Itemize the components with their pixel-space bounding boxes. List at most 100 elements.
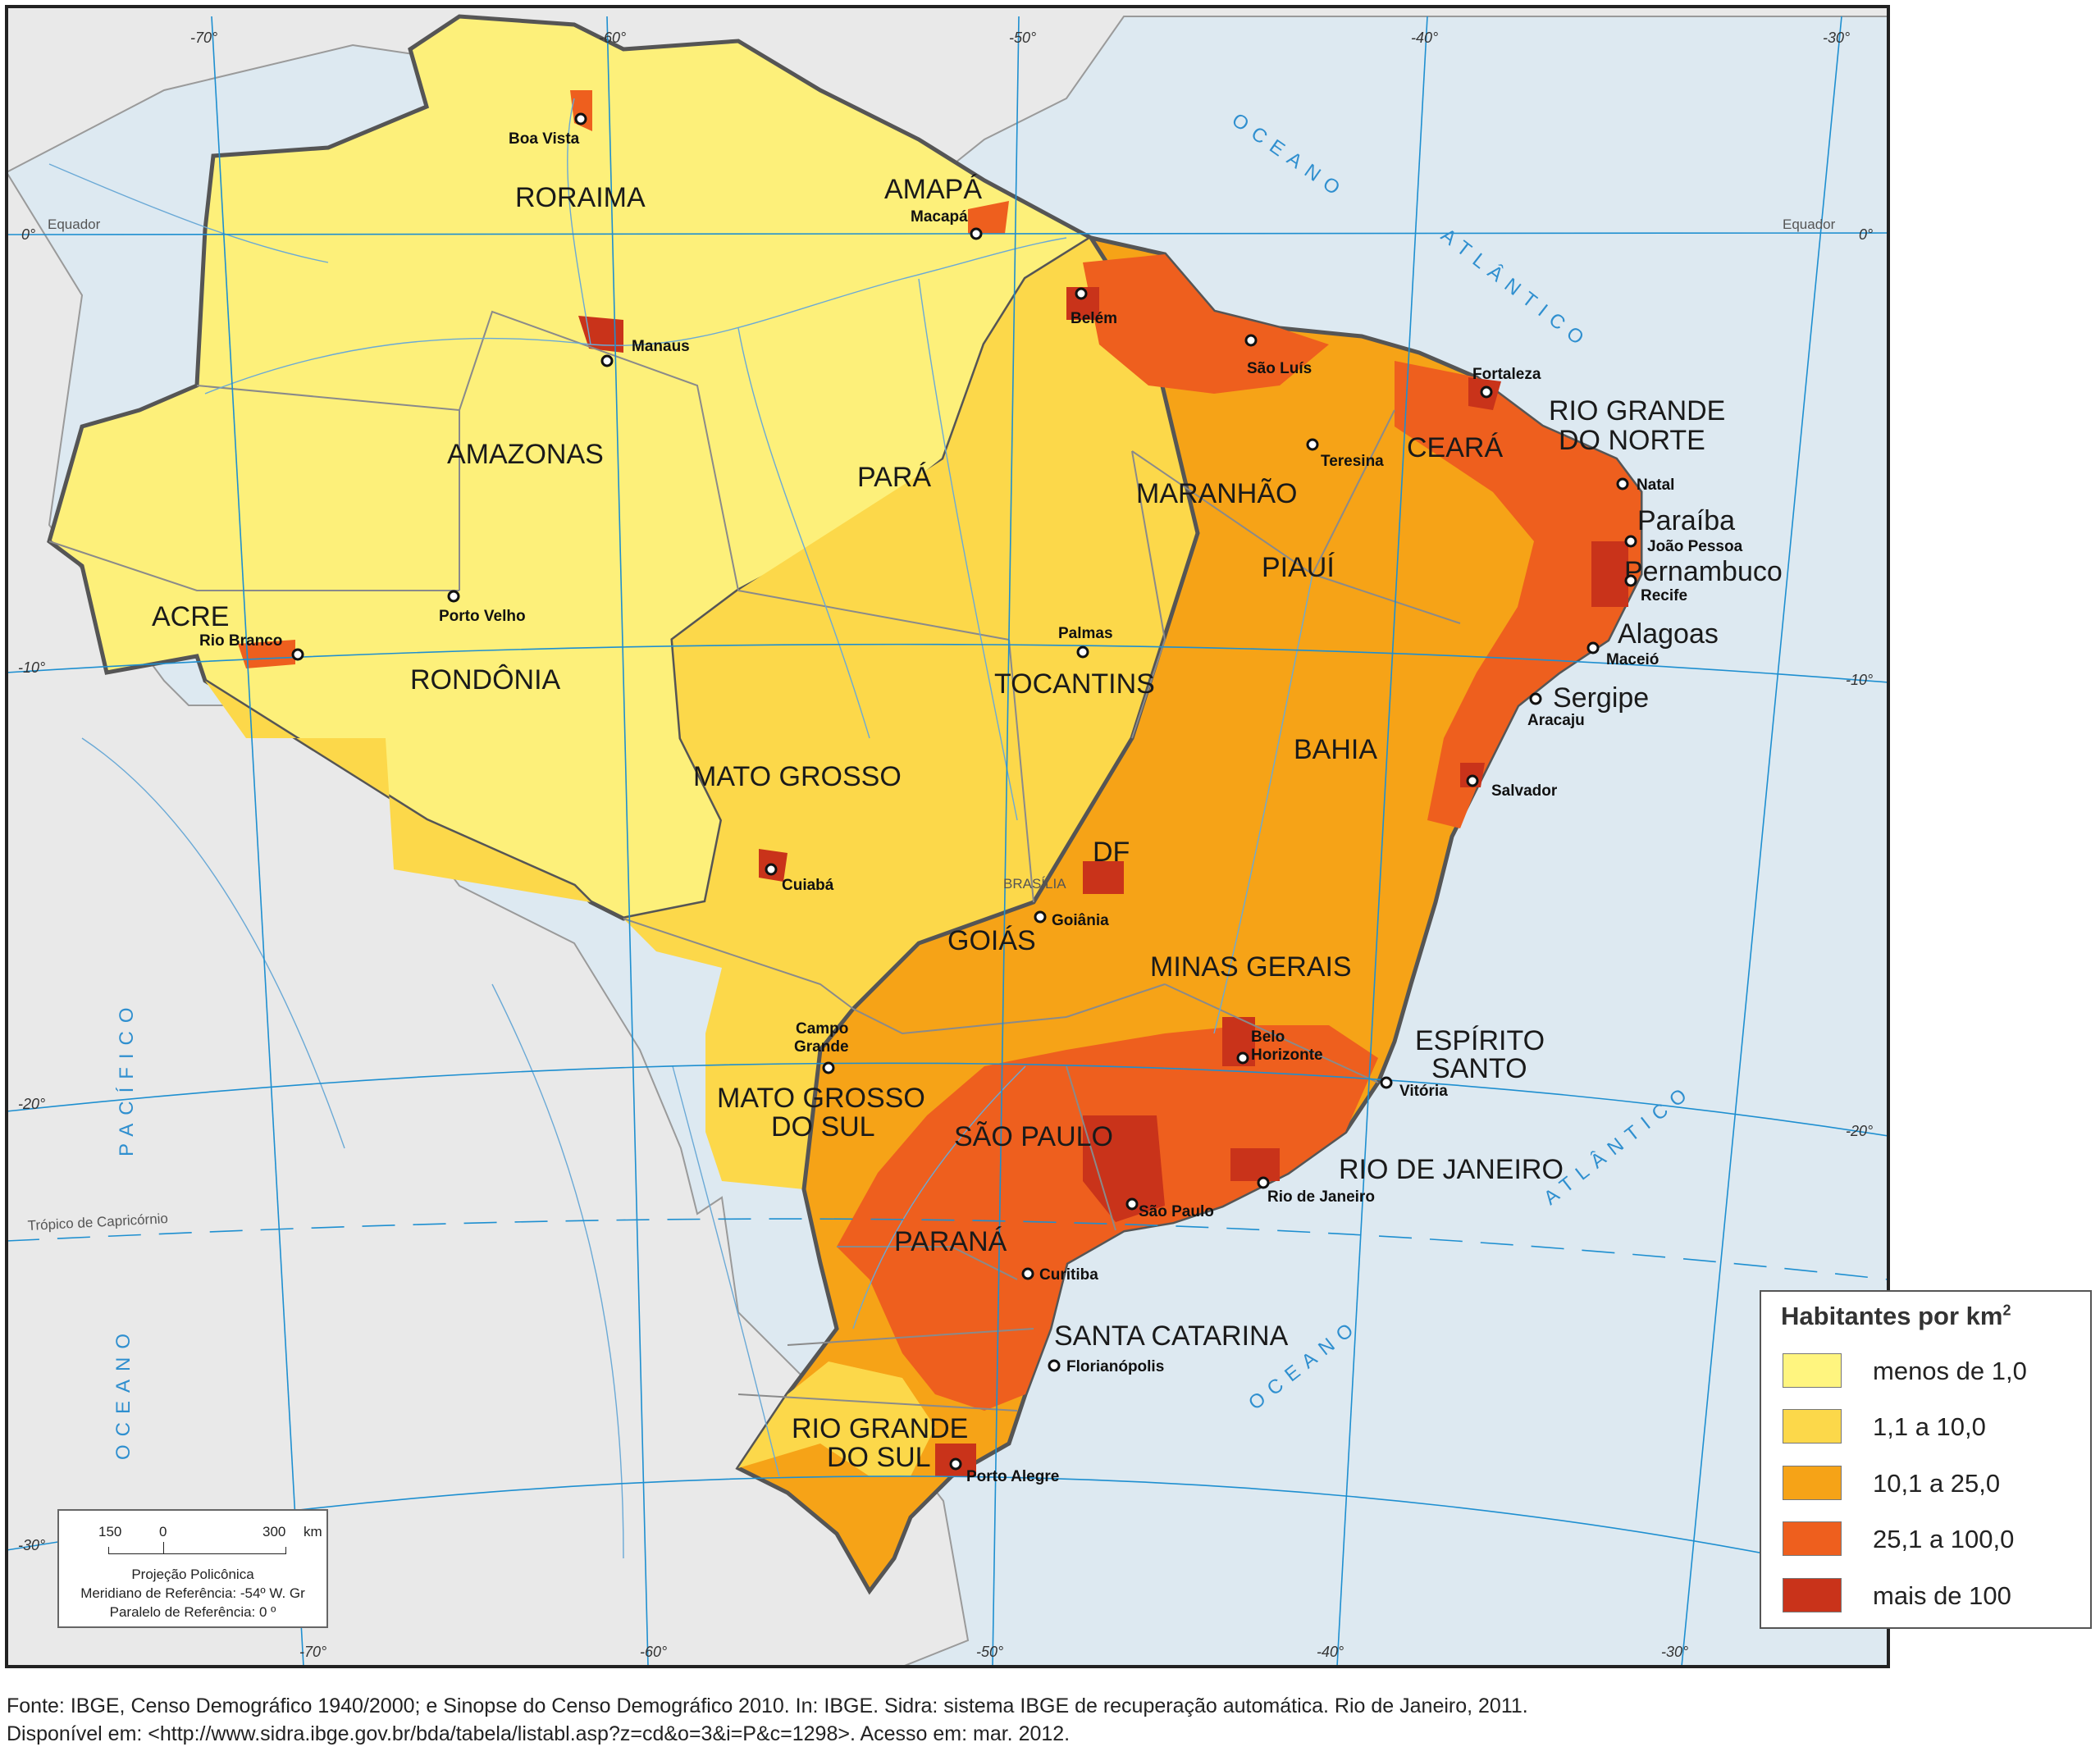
legend: Habitantes por km2 menos de 1,0 1,1 a 10… <box>1760 1290 2092 1629</box>
legend-label: 1,1 a 10,0 <box>1873 1412 1986 1441</box>
city-palmas: Palmas <box>1058 625 1113 642</box>
city-joao-pessoa: João Pessoa <box>1647 538 1743 555</box>
hotspot-riobranco <box>238 640 295 668</box>
city-marker <box>574 112 587 125</box>
coord-top-4: -40° <box>1411 30 1438 46</box>
state-amazonas: AMAZONAS <box>447 439 604 470</box>
city-marker <box>1480 385 1493 399</box>
state-minas: MINAS GERAIS <box>1150 951 1352 983</box>
legend-item: 1,1 a 10,0 <box>1783 1409 2078 1445</box>
scale-label-300: 300 <box>262 1524 286 1539</box>
city-rio-de-janeiro: Rio de Janeiro <box>1267 1188 1375 1206</box>
city-natal: Natal <box>1637 477 1674 494</box>
legend-label: mais de 100 <box>1873 1581 2011 1610</box>
state-df: DF <box>1093 837 1130 868</box>
city-bh-2: Horizonte <box>1251 1047 1323 1064</box>
equator-label-right: Equador <box>1783 217 1836 232</box>
hotspot-brasilia <box>1083 861 1124 894</box>
scale-bar-mid <box>163 1542 164 1553</box>
state-rondonia: RONDÔNIA <box>410 664 561 696</box>
coord-bottom-2: -60° <box>640 1644 667 1660</box>
coord-bottom-5: -30° <box>1661 1644 1688 1660</box>
state-roraima: RORAIMA <box>515 182 646 213</box>
legend-item: 25,1 a 100,0 <box>1783 1521 2078 1558</box>
state-bahia: BAHIA <box>1294 734 1377 765</box>
coord-bottom-1: -70° <box>299 1644 326 1660</box>
state-boundaries <box>48 310 1461 1412</box>
scale-projection: Projeção Policônica <box>131 1567 254 1582</box>
state-rn-2: DO NORTE <box>1559 425 1705 456</box>
legend-swatch <box>1783 1353 1842 1388</box>
legend-swatch <box>1783 1409 1842 1444</box>
city-marker <box>1586 641 1600 655</box>
state-mato-grosso: MATO GROSSO <box>693 761 902 792</box>
coord-bottom-4: -40° <box>1317 1644 1344 1660</box>
coord-right-1: 0° <box>1859 226 1873 243</box>
state-ceara: CEARÁ <box>1407 432 1503 463</box>
city-marker <box>1076 645 1089 659</box>
city-marker <box>1244 334 1258 347</box>
city-maceio: Maceió <box>1606 651 1659 668</box>
city-florianopolis: Florianópolis <box>1066 1358 1164 1375</box>
scale-bar <box>108 1547 286 1554</box>
city-marker <box>1624 574 1637 587</box>
hotspot-manaus <box>578 316 623 353</box>
legend-title: Habitantes por km2 <box>1781 1302 2011 1331</box>
city-brasilia: BRASÍLIA <box>1003 876 1066 892</box>
city-campo-grande-1: Campo <box>796 1020 848 1038</box>
city-marker <box>949 1457 962 1471</box>
city-cuiaba: Cuiabá <box>782 877 834 894</box>
coord-bottom-3: -50° <box>976 1644 1003 1660</box>
map-frame <box>5 5 1890 1668</box>
city-marker <box>1616 477 1629 490</box>
scale-meridian: Meridiano de Referência: -54º W. Gr <box>80 1585 305 1601</box>
city-marker <box>600 354 614 367</box>
state-acre: ACRE <box>152 601 229 632</box>
state-es-1: ESPÍRITO <box>1415 1025 1545 1056</box>
coord-left-4: -30° <box>18 1537 45 1553</box>
city-porto-velho: Porto Velho <box>439 608 526 625</box>
state-amapa: AMAPÁ <box>884 174 982 205</box>
scale-parallel: Paralelo de Referência: 0 º <box>109 1604 276 1620</box>
state-labels: RORAIMA AMAPÁ AMAZONAS PARÁ MARANHÃO CEA… <box>152 174 1783 1473</box>
southeast-dense-band <box>837 1025 1378 1411</box>
south-mid-band <box>738 1361 935 1476</box>
capitals: Boa Vista Macapá Manaus Belém São Luís F… <box>199 112 1743 1485</box>
city-sao-paulo: São Paulo <box>1139 1203 1214 1220</box>
coastal-dense-band <box>1395 361 1641 828</box>
state-goias: GOIÁS <box>947 925 1036 956</box>
state-sao-paulo: SÃO PAULO <box>954 1121 1113 1152</box>
city-goiania: Goiânia <box>1052 912 1109 929</box>
city-marker <box>1125 1197 1139 1211</box>
scale-unit: km <box>304 1524 322 1539</box>
legend-label: menos de 1,0 <box>1873 1357 2027 1385</box>
city-manaus: Manaus <box>632 338 690 355</box>
ocean-pacific-1: OCEANO <box>112 1325 135 1460</box>
city-marker <box>1021 1267 1034 1280</box>
city-teresina: Teresina <box>1321 453 1384 470</box>
graticule <box>6 16 1889 1667</box>
city-belem: Belém <box>1071 310 1117 327</box>
city-marker <box>1306 438 1319 451</box>
coord-top-1: -70° <box>190 30 217 46</box>
state-rs-1: RIO GRANDE <box>792 1413 968 1444</box>
city-marker <box>765 863 778 876</box>
source-line-1: Fonte: IBGE, Censo Demográfico 1940/2000… <box>7 1694 1528 1717</box>
state-ms-2: DO SUL <box>771 1111 875 1143</box>
brazil-center-mid <box>623 238 1198 1189</box>
coord-left-1: 0° <box>21 226 35 243</box>
hotspot-belem <box>1066 287 1099 320</box>
state-sergipe: Sergipe <box>1553 682 1649 714</box>
legend-swatch <box>1783 1578 1842 1612</box>
coord-top-5: -30° <box>1823 30 1850 46</box>
legend-title-text: Habitantes por km <box>1781 1302 2003 1330</box>
city-aracaju: Aracaju <box>1527 712 1585 729</box>
city-bh-1: Belo <box>1251 1029 1285 1046</box>
coordinate-labels: -70° -60° -50° -40° -30° -70° -60° -50° … <box>18 30 1873 1660</box>
city-marker <box>291 648 304 661</box>
legend-swatch <box>1783 1466 1842 1500</box>
city-porto-alegre: Porto Alegre <box>966 1468 1059 1485</box>
city-recife: Recife <box>1641 587 1687 604</box>
state-es-2: SANTO <box>1431 1053 1527 1084</box>
